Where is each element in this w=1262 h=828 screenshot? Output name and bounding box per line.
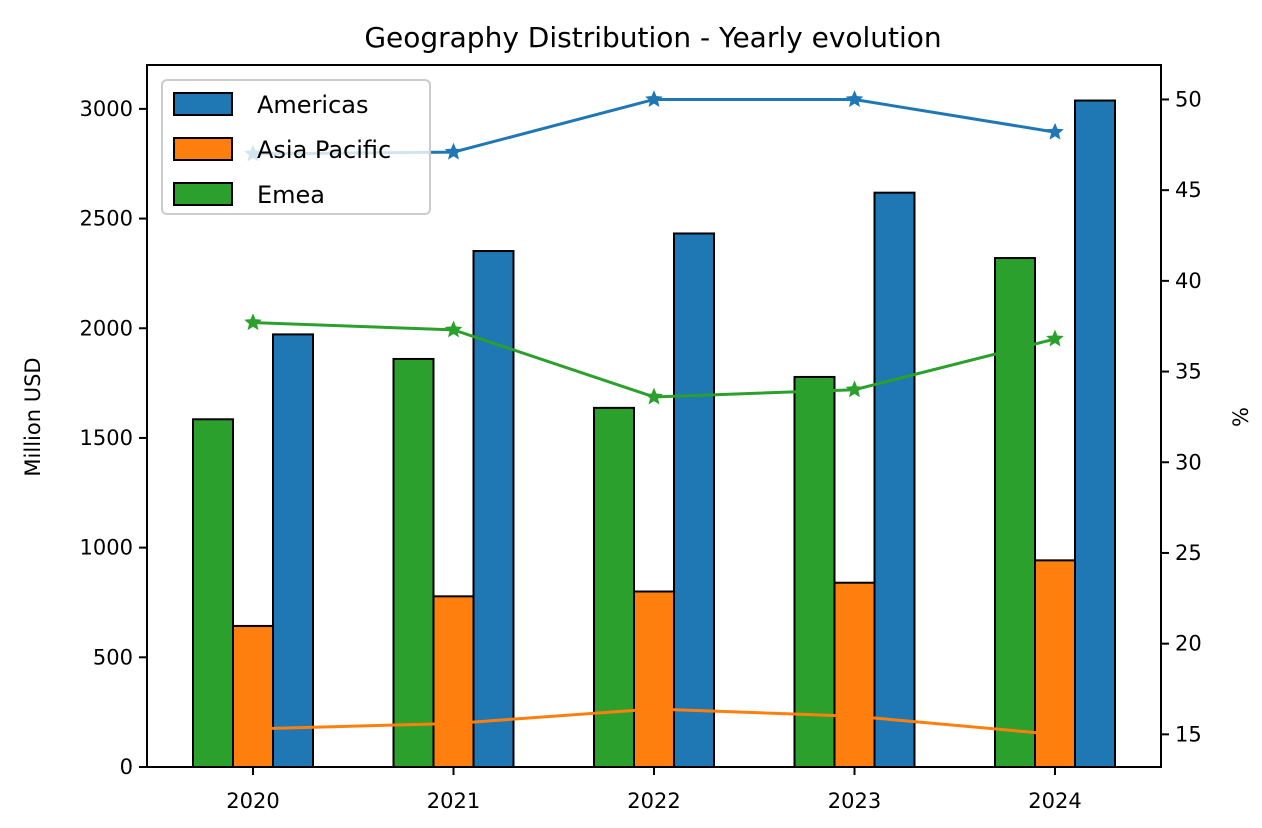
marker-americas-2022 [645,90,663,107]
bar-americas-2022 [673,232,715,769]
axes-layer: 0 500 1000 1500 2000 2500 3000 15 20 25 30 35 40 45 50… [80,64,1202,813]
legend-swatch-emea [173,182,233,206]
bar-asia-pacific-2024 [1034,559,1076,768]
x-tick-label: 2023 [828,789,881,813]
chart-title: Geography Distribution - Yearly evolutio… [364,21,941,54]
bar-emea-2024 [994,257,1036,768]
bar-emea-2023 [793,375,836,768]
y2-tick-label: 35 [1175,360,1202,384]
bar-asia-pacific-2020 [232,624,274,769]
y-axis-label: Million USD [21,357,45,476]
marker-emea-2023 [845,380,864,398]
marker-americas-2023 [845,90,864,107]
y2-tick-label: 50 [1175,87,1202,111]
marker-emea-2020 [244,313,262,331]
marker-americas-2024 [1046,122,1064,140]
bar-emea-2020 [192,418,234,768]
x-tick-label: 2021 [427,789,480,813]
y2-tick-label: 25 [1175,541,1202,565]
y2-tick-label: 20 [1175,632,1202,656]
y2-tick-label: 45 [1175,178,1202,202]
bars-layer [192,99,1116,769]
bar-asia-pacific-2022 [633,590,675,768]
y-tick-label: 3000 [80,97,133,121]
y2-tick-label: 40 [1175,269,1202,293]
legend-swatch-americas [173,92,233,116]
legend: Americas Asia Pacific Emea [161,79,431,215]
y2-tick-label: 15 [1175,722,1202,746]
x-tick-label: 2020 [226,789,279,813]
y-tick-label: 2000 [80,316,133,340]
marker-emea-2022 [645,387,663,405]
y2-axis-label: % [1229,407,1253,427]
bar-americas-2024 [1074,99,1116,768]
marker-emea-2024 [1046,329,1064,347]
y-tick-label: 2500 [80,207,133,231]
legend-label-asia-pacific: Asia Pacific [257,136,391,164]
bar-asia-pacific-2021 [432,595,475,768]
x-tick-label: 2022 [627,789,680,813]
marker-americas-2021 [444,142,463,160]
bar-americas-2020 [272,333,314,768]
y-tick-label: 1000 [80,536,133,560]
legend-label-emea: Emea [257,181,325,209]
y-tick-label: 0 [120,755,133,779]
y2-tick-label: 30 [1175,450,1202,474]
y-tick-label: 1500 [80,426,133,450]
legend-label-americas: Americas [257,91,369,119]
bar-emea-2021 [392,357,435,768]
line-emea [252,321,1056,399]
bar-americas-2021 [472,250,515,768]
x-tick-label: 2024 [1028,789,1081,813]
bar-americas-2023 [873,191,916,768]
y-tick-label: 500 [93,645,133,669]
legend-swatch-asia-pacific [173,137,233,161]
line-asia-pacific [252,707,1056,736]
marker-emea-2021 [444,320,463,338]
bar-asia-pacific-2023 [833,581,876,768]
